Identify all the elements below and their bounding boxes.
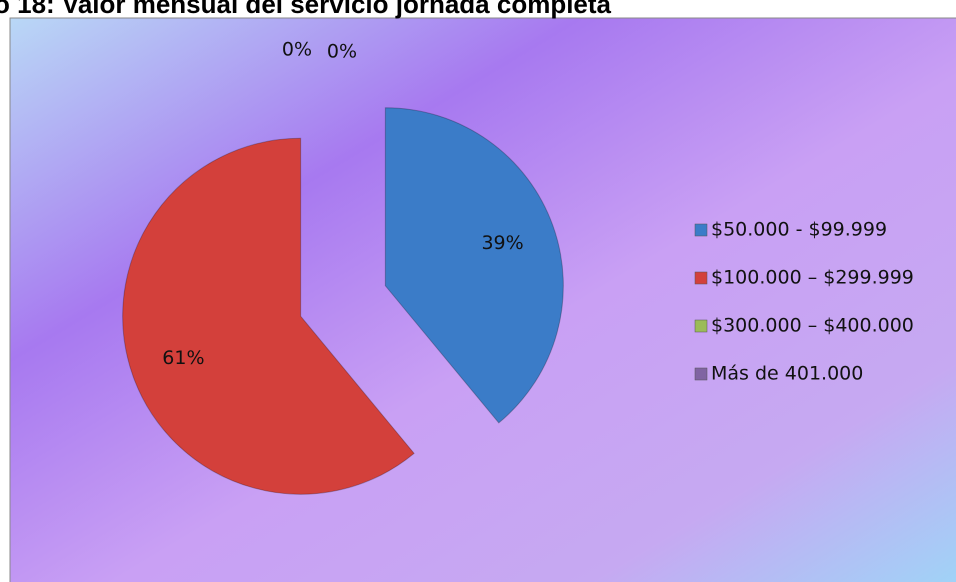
chart-title: o 18: Valor mensual del servicio jornada… <box>0 0 612 19</box>
legend-swatch <box>694 319 708 333</box>
data-label: 0% <box>327 41 357 63</box>
legend: $50.000 - $99.999 $100.000 – $299.999 $300… <box>694 219 914 385</box>
data-label: 0% <box>282 39 312 61</box>
pie-slice <box>122 137 415 495</box>
data-label: 61% <box>162 347 204 369</box>
legend-label: Más de 401.000 <box>711 363 863 385</box>
pie-slice <box>384 107 564 424</box>
legend-swatch <box>694 367 708 381</box>
legend-label: $50.000 - $99.999 <box>711 219 887 241</box>
legend-label: $100.000 – $299.999 <box>711 267 914 289</box>
legend-swatch <box>694 223 708 237</box>
legend-label: $300.000 – $400.000 <box>711 315 914 337</box>
pie: 39% 61% 0% 0% <box>122 39 564 495</box>
data-label: 39% <box>481 232 523 254</box>
legend-swatch <box>694 271 708 285</box>
